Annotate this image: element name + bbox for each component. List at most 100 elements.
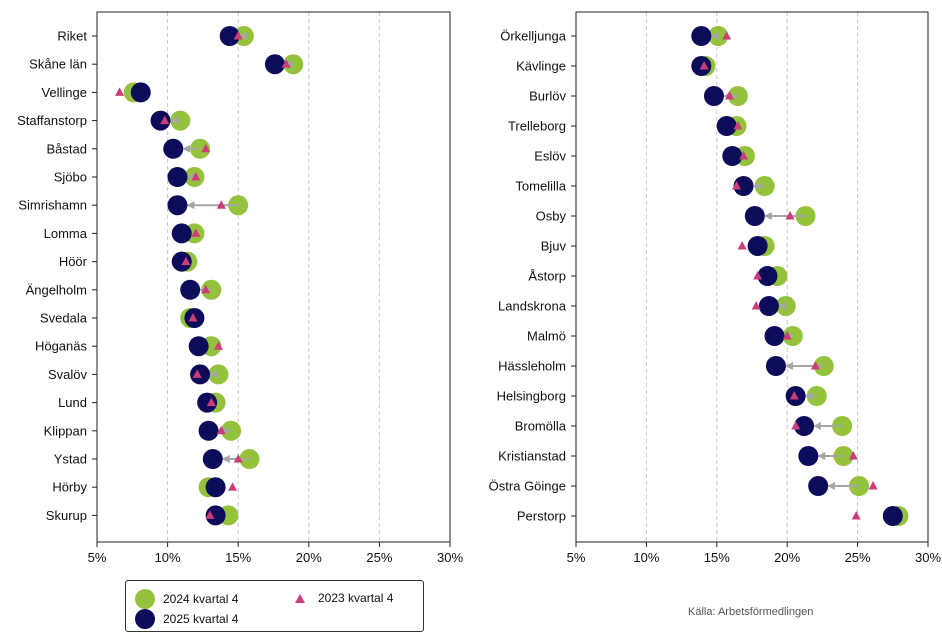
- point-2025: [747, 236, 768, 256]
- point-2023: [115, 87, 125, 96]
- x-tick-label: 10%: [633, 550, 659, 565]
- point-2025: [264, 54, 285, 75]
- point-2023: [206, 397, 216, 407]
- point-2023: [213, 341, 223, 350]
- y-tick-label: Burlöv: [529, 89, 566, 104]
- y-tick-label: Eslöv: [534, 149, 566, 164]
- chart-panel-left: 5% 10% 15% 20% 25% 30% Riket Skåne län Vellinge S…: [17, 11, 463, 565]
- x-tick-label: 25%: [845, 550, 871, 565]
- point-2025: [190, 364, 211, 385]
- point-2025: [219, 26, 240, 46]
- point-2023: [751, 301, 761, 310]
- point-2023: [810, 361, 820, 370]
- point-2023: [724, 91, 734, 100]
- point-2023: [785, 211, 795, 220]
- y-tick-label: Landskrona: [498, 299, 567, 314]
- y-tick-label: Kristianstad: [498, 449, 566, 464]
- point-2025: [744, 206, 765, 226]
- y-tick-label: Ystad: [54, 452, 87, 467]
- y-tick-label: Riket: [57, 29, 87, 44]
- x-tick-label: 30%: [915, 550, 941, 565]
- y-tick-label: Bjuv: [541, 239, 567, 254]
- point-2025: [733, 176, 754, 196]
- y-tick-label: Hörby: [52, 480, 87, 495]
- y-tick-label: Höganäs: [35, 339, 88, 354]
- point-2023: [722, 31, 732, 40]
- point-2023: [739, 151, 749, 160]
- point-2025: [764, 326, 785, 346]
- point-2023: [160, 115, 170, 125]
- point-2025: [794, 416, 815, 436]
- point-2023: [868, 481, 878, 490]
- y-tick-label: Malmö: [527, 329, 566, 344]
- point-2023: [201, 284, 211, 294]
- point-2025: [691, 26, 712, 46]
- y-tick-label: Lund: [58, 395, 87, 410]
- y-tick-label: Trelleborg: [508, 119, 566, 134]
- point-2025: [171, 223, 192, 244]
- point-2023: [216, 425, 226, 435]
- y-tick-label: Örkelljunga: [500, 29, 567, 44]
- point-2025: [167, 195, 188, 216]
- chart-panel-right: 5% 10% 15% 20% 25% 30% Örkelljunga Kävlinge Burl…: [489, 11, 941, 565]
- point-2023: [228, 482, 238, 491]
- y-tick-label: Klippan: [44, 423, 87, 438]
- point-2023: [233, 31, 243, 40]
- point-2023: [733, 121, 743, 130]
- legend-swatch-2024: [135, 589, 155, 609]
- point-2023: [181, 256, 191, 266]
- point-2023: [233, 454, 243, 463]
- legend-label-2023: 2023 kvartal 4: [318, 591, 394, 605]
- y-tick-label: Båstad: [47, 141, 87, 156]
- x-tick-label: 20%: [774, 550, 800, 565]
- point-2025: [167, 167, 188, 187]
- legend-swatch-2023: [295, 593, 305, 603]
- point-2023: [201, 143, 211, 153]
- point-2025: [703, 86, 724, 106]
- x-tick-label: 25%: [366, 550, 392, 565]
- legend-label-2025: 2025 kvartal 4: [163, 612, 239, 626]
- point-2023: [699, 61, 709, 70]
- point-2025: [758, 296, 779, 316]
- y-tick-label: Osby: [536, 209, 567, 224]
- y-tick-label: Perstorp: [517, 509, 566, 524]
- point-2023: [851, 511, 861, 520]
- y-tick-label: Vellinge: [41, 85, 87, 100]
- y-tick-label: Ängelholm: [26, 282, 87, 297]
- y-tick-label: Åstorp: [528, 269, 566, 284]
- point-2025: [180, 279, 201, 300]
- point-2023: [192, 369, 202, 378]
- source-note: Källa: Arbetsförmedlingen: [688, 606, 814, 618]
- point-2023: [216, 200, 226, 209]
- point-2025: [882, 506, 903, 526]
- point-2025: [205, 505, 226, 526]
- point-2025: [188, 336, 209, 357]
- y-tick-label: Skåne län: [29, 57, 87, 72]
- point-2023: [753, 271, 763, 280]
- point-2025: [163, 138, 184, 159]
- y-tick-label: Sjöbo: [54, 170, 87, 185]
- x-tick-label: 5%: [88, 550, 107, 565]
- point-2025: [808, 476, 829, 496]
- point-2023: [205, 510, 215, 519]
- y-tick-label: Skurup: [46, 508, 87, 523]
- legend: 2024 kvartal 4 2025 kvartal 4 2023 kvart…: [125, 580, 424, 632]
- x-tick-label: 15%: [704, 550, 730, 565]
- point-2023: [281, 59, 291, 68]
- point-2025: [130, 82, 151, 103]
- point-2025: [150, 110, 171, 131]
- legend-swatch-2025: [135, 609, 155, 629]
- point-2025: [765, 356, 786, 376]
- y-tick-label: Staffanstorp: [17, 113, 87, 128]
- y-tick-label: Helsingborg: [497, 389, 566, 404]
- point-2023: [191, 228, 201, 237]
- x-tick-label: 30%: [437, 550, 463, 565]
- legend-label-2024: 2024 kvartal 4: [163, 592, 239, 606]
- y-tick-label: Hässleholm: [498, 359, 566, 374]
- y-tick-label: Östra Göinge: [489, 479, 566, 494]
- point-2025: [171, 251, 192, 272]
- point-2025: [205, 477, 226, 498]
- plot-frame: [575, 11, 929, 543]
- legend-item-2025: 2025 kvartal 4: [135, 609, 238, 629]
